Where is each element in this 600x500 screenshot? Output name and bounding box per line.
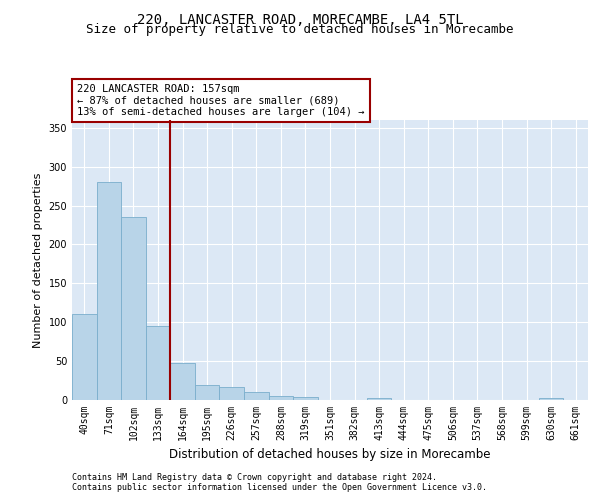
Bar: [170, 362, 195, 400]
Bar: [367, 398, 391, 400]
Text: 220, LANCASTER ROAD, MORECAMBE, LA4 5TL: 220, LANCASTER ROAD, MORECAMBE, LA4 5TL: [137, 12, 463, 26]
Bar: [220, 387, 244, 400]
Bar: [146, 326, 170, 400]
Bar: [97, 182, 121, 400]
Bar: [269, 396, 293, 400]
Text: Contains HM Land Registry data © Crown copyright and database right 2024.: Contains HM Land Registry data © Crown c…: [72, 472, 437, 482]
Bar: [72, 314, 97, 400]
X-axis label: Distribution of detached houses by size in Morecambe: Distribution of detached houses by size …: [169, 448, 491, 462]
Bar: [539, 398, 563, 400]
Text: Contains public sector information licensed under the Open Government Licence v3: Contains public sector information licen…: [72, 482, 487, 492]
Text: Size of property relative to detached houses in Morecambe: Size of property relative to detached ho…: [86, 24, 514, 36]
Text: 220 LANCASTER ROAD: 157sqm
← 87% of detached houses are smaller (689)
13% of sem: 220 LANCASTER ROAD: 157sqm ← 87% of deta…: [77, 84, 365, 117]
Bar: [293, 397, 318, 400]
Bar: [244, 392, 269, 400]
Bar: [121, 217, 146, 400]
Y-axis label: Number of detached properties: Number of detached properties: [33, 172, 43, 348]
Bar: [195, 385, 220, 400]
